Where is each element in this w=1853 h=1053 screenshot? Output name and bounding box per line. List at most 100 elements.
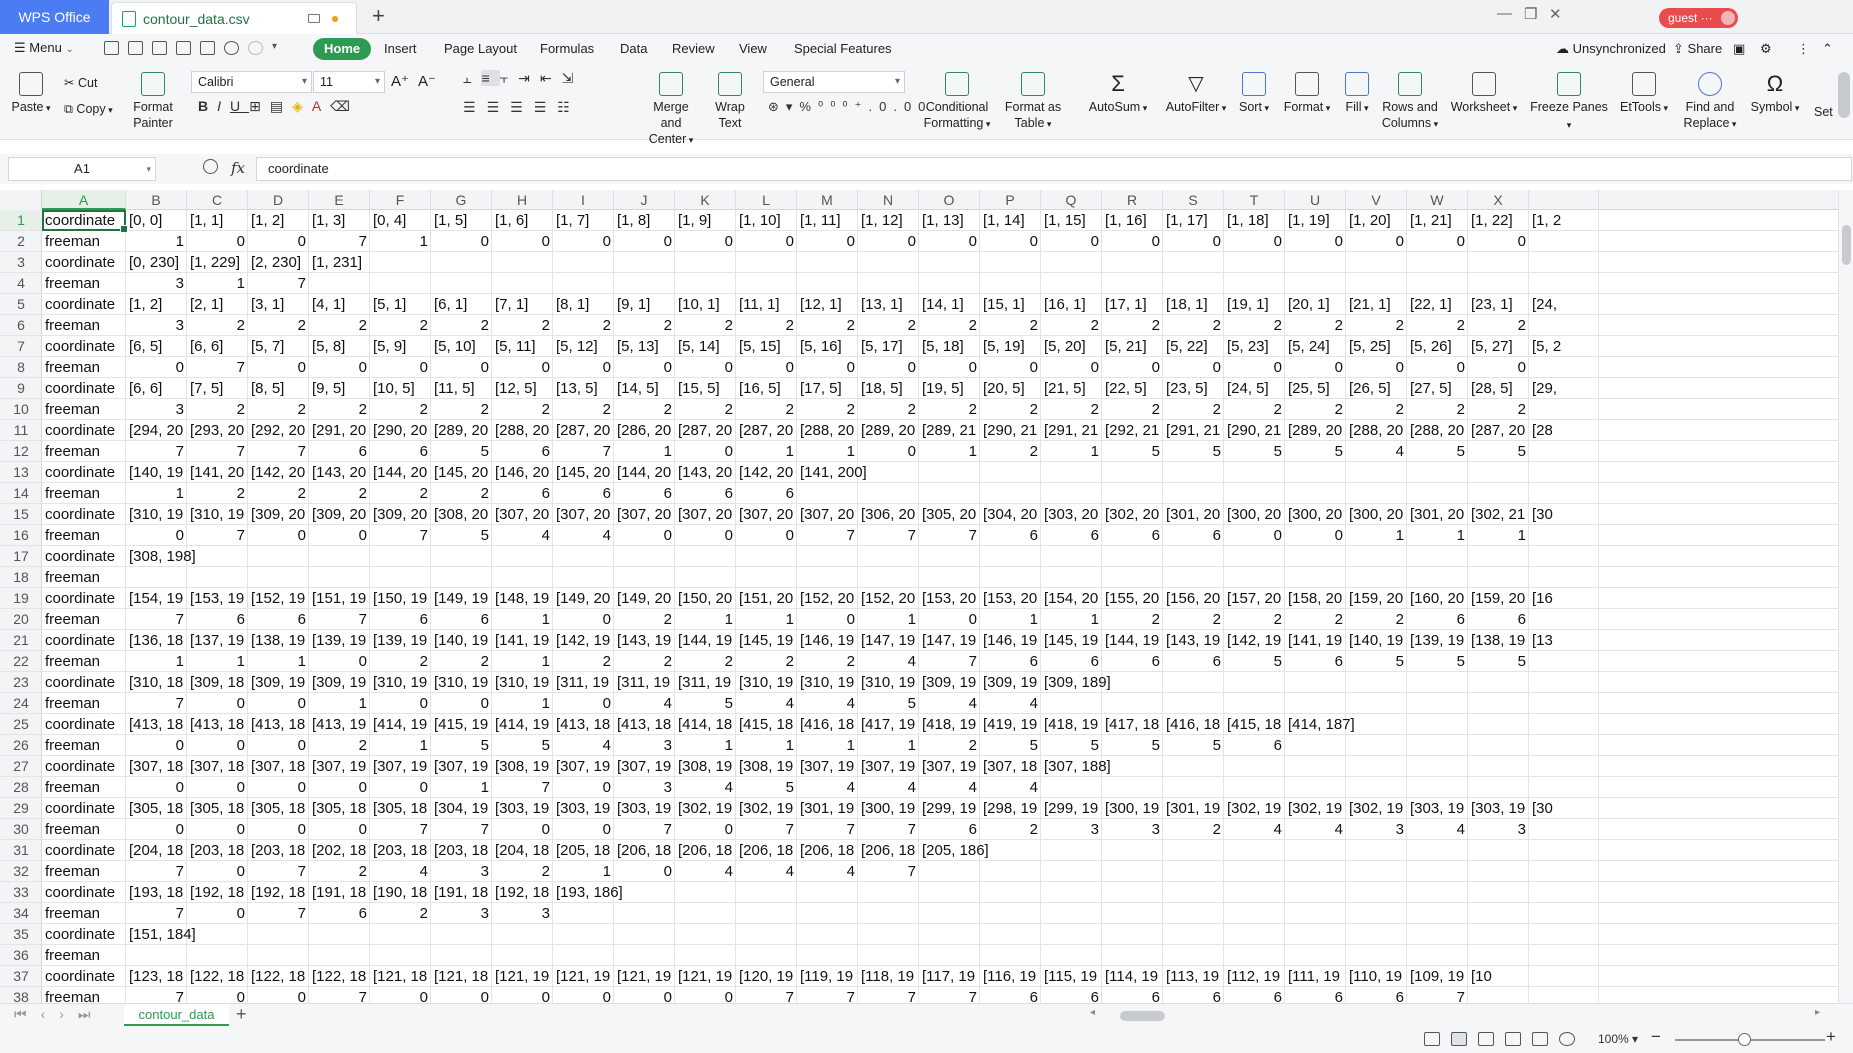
row-header[interactable]: 33 [0, 882, 42, 903]
table-cell[interactable]: 0 [358, 359, 367, 376]
vertical-scrollbar[interactable] [1838, 190, 1853, 1003]
table-cell[interactable]: coordinate [45, 590, 116, 607]
table-cell[interactable]: 0 [297, 989, 306, 1003]
table-cell[interactable]: 2 [846, 653, 855, 670]
row-header[interactable]: 19 [0, 588, 42, 609]
table-cell[interactable]: 0 [358, 527, 367, 544]
table-cell[interactable]: 2 [297, 401, 306, 418]
table-cell[interactable]: [1, 20] [1349, 212, 1391, 229]
table-cell[interactable]: [26, 5] [1349, 380, 1391, 397]
table-cell[interactable]: 7 [236, 359, 245, 376]
row-header[interactable]: 13 [0, 462, 42, 483]
zoom-out-icon[interactable]: − [1651, 1027, 1661, 1046]
table-cell[interactable]: [10, 5] [373, 380, 415, 397]
table-cell[interactable]: [117, 19 [922, 968, 976, 985]
table-cell[interactable]: 7 [846, 989, 855, 1003]
table-cell[interactable]: 1 [1395, 527, 1404, 544]
underline-icon[interactable]: U [230, 98, 250, 114]
table-cell[interactable]: [307, 20 [617, 506, 672, 523]
table-cell[interactable]: 1 [968, 443, 977, 460]
table-cell[interactable]: [138, 19 [1471, 632, 1526, 649]
table-cell[interactable]: 5 [1334, 443, 1343, 460]
table-cell[interactable]: [193, 186] [556, 884, 623, 901]
table-cell[interactable]: 0 [663, 233, 672, 250]
table-cell[interactable]: 0 [175, 821, 184, 838]
table-cell[interactable]: 0 [236, 695, 245, 712]
more-options-icon[interactable]: ⋮ [1797, 41, 1810, 56]
table-cell[interactable]: 0 [1456, 359, 1465, 376]
table-cell[interactable]: [138, 19 [251, 632, 306, 649]
table-cell[interactable]: 7 [1456, 989, 1465, 1003]
table-cell[interactable]: [143, 20 [312, 464, 367, 481]
table-cell[interactable]: [149, 20 [556, 590, 611, 607]
table-cell[interactable]: 6 [1029, 989, 1038, 1003]
table-cell[interactable]: 2 [1212, 401, 1221, 418]
column-header[interactable]: J [614, 190, 675, 210]
table-cell[interactable]: 2 [236, 485, 245, 502]
row-header[interactable]: 8 [0, 357, 42, 378]
table-cell[interactable]: 2 [785, 653, 794, 670]
table-cell[interactable]: [291, 21 [1166, 422, 1221, 439]
table-cell[interactable]: 0 [907, 443, 916, 460]
table-cell[interactable]: [156, 20 [1166, 590, 1221, 607]
row-header[interactable]: 10 [0, 399, 42, 420]
table-cell[interactable]: [309, 189] [1044, 674, 1111, 691]
table-cell[interactable]: 0 [724, 989, 733, 1003]
table-cell[interactable]: [294, 20 [129, 422, 184, 439]
merge-center-button[interactable]: Merge and Center ▾ [642, 72, 700, 148]
justify-icon[interactable]: ☰ [533, 99, 558, 115]
table-cell[interactable]: 5 [1456, 443, 1465, 460]
table-cell[interactable]: 0 [1029, 233, 1038, 250]
close-icon[interactable]: ✕ [1549, 6, 1562, 23]
table-cell[interactable]: freeman [45, 359, 101, 376]
table-cell[interactable]: 2 [724, 317, 733, 334]
table-cell[interactable]: [111, 19 [1288, 968, 1340, 985]
table-cell[interactable]: 2 [419, 401, 428, 418]
table-cell[interactable]: 0 [175, 737, 184, 754]
table-cell[interactable]: 6 [1212, 989, 1221, 1003]
table-cell[interactable]: coordinate [45, 968, 116, 985]
table-cell[interactable]: 7 [785, 821, 794, 838]
table-cell[interactable]: 2 [236, 317, 245, 334]
table-cell[interactable]: [7, 5] [190, 380, 224, 397]
table-cell[interactable]: [141, 19 [1288, 632, 1343, 649]
table-cell[interactable]: [154, 20 [1044, 590, 1099, 607]
table-cell[interactable]: [153, 20 [983, 590, 1038, 607]
table-cell[interactable]: 2 [419, 317, 428, 334]
wrap-text-button[interactable]: Wrap Text [712, 72, 748, 131]
table-cell[interactable]: [151, 19 [312, 590, 367, 607]
table-cell[interactable]: [287, 20 [1471, 422, 1526, 439]
table-cell[interactable]: [160, 20 [1410, 590, 1465, 607]
table-cell[interactable]: [304, 20 [983, 506, 1038, 523]
print-preview-icon[interactable] [200, 41, 215, 55]
table-cell[interactable]: [306, 20 [861, 506, 916, 523]
table-cell[interactable]: [120, 19 [739, 968, 794, 985]
table-cell[interactable]: 4 [602, 737, 611, 754]
table-cell[interactable]: [5, 7] [251, 338, 285, 355]
table-cell[interactable]: [303, 19 [617, 800, 672, 817]
table-cell[interactable]: 5 [1273, 443, 1282, 460]
table-cell[interactable]: [1, 15] [1044, 212, 1086, 229]
column-header[interactable]: P [980, 190, 1041, 210]
table-cell[interactable]: [417, 18 [1105, 716, 1160, 733]
table-cell[interactable]: [159, 20 [1349, 590, 1404, 607]
table-cell[interactable]: [28 [1532, 422, 1553, 439]
table-cell[interactable]: 4 [1029, 779, 1038, 796]
table-cell[interactable]: [289, 20 [434, 422, 489, 439]
table-cell[interactable]: 0 [663, 863, 672, 880]
table-cell[interactable]: [12, 1] [800, 296, 842, 313]
table-cell[interactable]: 3 [1090, 821, 1099, 838]
table-cell[interactable]: [191, 18 [434, 884, 489, 901]
table-cell[interactable]: coordinate [45, 758, 116, 775]
table-cell[interactable]: [309, 18 [190, 674, 245, 691]
row-header[interactable]: 14 [0, 483, 42, 504]
table-cell[interactable]: 0 [480, 233, 489, 250]
table-cell[interactable]: 0 [1395, 359, 1404, 376]
table-cell[interactable]: 1 [175, 233, 184, 250]
table-cell[interactable]: [5, 26] [1410, 338, 1452, 355]
table-cell[interactable]: 0 [236, 863, 245, 880]
share-button[interactable]: ⇪ Share [1673, 41, 1723, 56]
table-cell[interactable]: 2 [1029, 821, 1038, 838]
table-cell[interactable]: [287, 20 [556, 422, 611, 439]
table-cell[interactable]: [1, 229] [190, 254, 241, 271]
